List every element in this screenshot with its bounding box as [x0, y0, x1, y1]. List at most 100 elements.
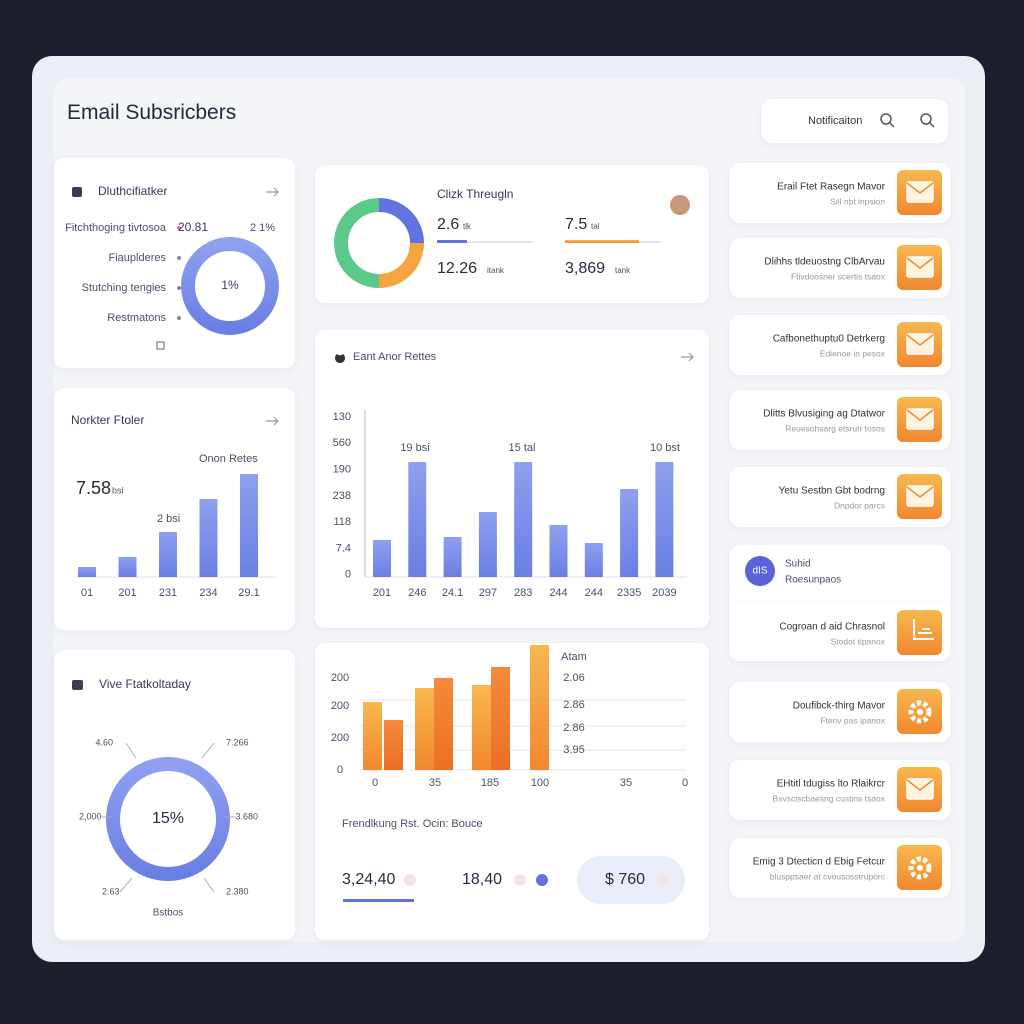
item-subtitle: Sill nbt inpsion	[830, 196, 885, 206]
list-item: EHtitl tdugiss lto Rlaikrcr Bsvsciscbaesn…	[730, 760, 950, 820]
bar	[408, 462, 427, 577]
x-tick-label: 246	[408, 587, 426, 599]
list-item-canvas: Emig 3 Dtecticn d Ebig Fetcur blusppsaer …	[753, 845, 942, 890]
list-item: dIS Suhid Roesunpaos	[730, 545, 950, 603]
list-item-canvas: Cogroan d aid Chrasnol Stodot tipanox	[779, 610, 942, 655]
bar	[384, 720, 403, 770]
bar	[78, 567, 96, 577]
ring-label: 7.266	[226, 737, 249, 747]
left-label: 200	[331, 672, 349, 684]
donut-segment	[378, 242, 424, 288]
donut-segment	[378, 198, 424, 244]
item-title: Dlihhs tldeuostng ClbArvau	[764, 257, 885, 268]
item-title: Emig 3 Dtecticn d Ebig Fetcur	[753, 857, 886, 868]
mail-icon	[906, 256, 934, 278]
bar	[514, 462, 533, 577]
list-item: Yetu Sestbn Gbt bodrng Dnpdor parcs	[730, 467, 950, 527]
item-subtitle: Bsvsciscbaesng custins tsaox	[773, 793, 886, 803]
list-item: Cafbonethuptu0 Detrkerg Edienoe in pesox	[730, 315, 950, 375]
bar	[530, 645, 549, 770]
card-title: Norkter Ftoler	[71, 413, 144, 427]
list-item: Dlitts Blvusiging ag Dtatwor Reuesohsarg …	[730, 390, 950, 450]
item-subtitle: blusppsaer at cvousosstruporc	[770, 871, 886, 881]
stat-value: 7.5	[565, 216, 587, 233]
bar	[655, 462, 674, 577]
clicks-card: Clizk Threugln 2.6 tlk 7.5 tal 12.26 itank 3,86…	[315, 165, 709, 303]
gear-hub	[917, 709, 923, 715]
bar-card: Norkter Ftoler Onon Retes 7.58 bsi 2 bsi 01 20…	[54, 388, 295, 630]
donut-center: 1%	[221, 278, 239, 292]
list-item-canvas: Dlitts Blvusiging ag Dtatwor Reuesohsarg …	[763, 397, 942, 442]
donut-center: 15%	[152, 810, 184, 827]
bar	[159, 532, 177, 577]
bar	[240, 474, 258, 577]
mail-flap	[906, 779, 934, 791]
bar-card-canvas: Norkter Ftoler Onon Retes 7.58 bsi 2 bsi 01 20…	[71, 413, 279, 599]
bar-note: 19 bsi	[400, 442, 429, 454]
x-tick-label: 2039	[652, 587, 676, 599]
stat-value: 12.26	[437, 260, 477, 277]
x-tick-label: 234	[199, 587, 217, 599]
legend-label: Restmatons	[107, 312, 166, 324]
item-title: Doufibck-thirg Mavor	[793, 701, 886, 712]
x-tick-label: 201	[118, 587, 136, 599]
y-label: 190	[333, 464, 351, 476]
x-label: 35	[620, 777, 632, 789]
bar	[434, 678, 453, 770]
badge-text: dIS	[752, 566, 767, 577]
leader-line	[203, 877, 215, 893]
apple-icon	[335, 354, 345, 363]
mail-icon	[906, 408, 934, 430]
item-subtitle: Ftivdoosner scertis tsaox	[791, 271, 886, 281]
bar	[584, 543, 603, 577]
search-bar[interactable]: Notificaiton	[762, 99, 948, 143]
pill	[577, 856, 685, 904]
right-label: Atam	[561, 651, 587, 663]
dot	[514, 874, 526, 886]
footer: Bstbos	[153, 908, 184, 919]
stat-value: 3,869	[565, 260, 605, 277]
mail-flap	[906, 409, 934, 421]
stat-unit: tal	[591, 222, 600, 231]
arrow-icon	[681, 352, 694, 362]
item-title: Dlitts Blvusiging ag Dtatwor	[763, 409, 885, 420]
left-label: 200	[331, 732, 349, 744]
dot	[404, 874, 416, 886]
legend-label: Fiauplderes	[109, 252, 167, 264]
list-item-canvas: Yetu Sestbn Gbt bodrng Dnpdor parcs	[779, 474, 942, 519]
legend-label: Fitchthoging tivtosoa	[65, 222, 167, 234]
list-item-canvas: Cafbonethuptu0 Detrkerg Edienoe in pesox	[773, 322, 942, 367]
bar	[443, 537, 462, 577]
breakdown-card-canvas: Dluthcifiatker Fitchthoging tivtosoa Fiaup…	[65, 184, 279, 350]
bar	[199, 499, 218, 577]
x-tick-label: 24.1	[442, 587, 463, 599]
leader-line	[119, 877, 133, 893]
bar	[620, 489, 639, 577]
x-tick-label: 201	[373, 587, 391, 599]
ring-card-canvas: Vive Ftatkoltaday 15% 4.60 7.266 2,000 3.680 2…	[72, 677, 258, 919]
bar	[549, 525, 568, 577]
mail-flap	[906, 182, 934, 194]
x-label: 35	[429, 777, 441, 789]
bar	[415, 688, 434, 770]
big-value: 7.58	[76, 478, 111, 498]
ring-label: 3.680	[235, 811, 258, 821]
list-item-canvas: EHtitl tdugiss lto Rlaikrcr Bsvsciscbaesn…	[773, 767, 942, 812]
ring-label: 2.380	[226, 886, 249, 896]
progress-fill	[437, 240, 467, 243]
ring-card: Vive Ftatkoltaday 15% 4.60 7.266 2,000 3.680 2…	[54, 650, 295, 940]
x-label: 100	[531, 777, 549, 789]
legend-label: Stutching tengies	[82, 282, 167, 294]
bar	[478, 512, 497, 577]
ring-label: 4.60	[95, 737, 113, 747]
card-icon	[72, 680, 83, 690]
card-title: Clizk Threugln	[437, 187, 513, 201]
leader-line	[125, 742, 137, 759]
mail-icon	[906, 485, 934, 507]
stat-value: 2.6	[437, 216, 459, 233]
mail-icon	[906, 778, 934, 800]
orange-card: 200 200 200 0 Atam 2.06 2.86 2.86 3.95 0 35 185 100 3…	[315, 643, 709, 940]
list-item-canvas: Erail Ftet Rasegn Mavor Sill nbt inpsion	[777, 170, 942, 215]
bar-note: 2 bsi	[157, 513, 180, 525]
